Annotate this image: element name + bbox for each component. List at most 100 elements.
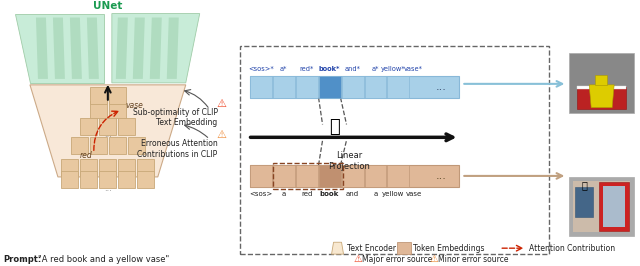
Text: a: a (373, 191, 378, 197)
Bar (138, 159, 154, 175)
Polygon shape (30, 85, 186, 177)
Text: red*: red* (300, 66, 314, 72)
Bar (273, 165, 294, 187)
Bar (118, 118, 135, 135)
Bar (109, 101, 126, 118)
Polygon shape (589, 85, 614, 108)
Bar (319, 76, 340, 98)
Text: ...: ... (104, 184, 112, 193)
Bar (138, 172, 154, 188)
Text: vase*: vase* (404, 66, 423, 72)
Bar (273, 163, 342, 189)
Bar (81, 159, 97, 175)
Bar (90, 87, 107, 104)
Text: <sos>: <sos> (249, 191, 272, 197)
Bar (99, 172, 116, 188)
Text: 🔥: 🔥 (329, 118, 340, 136)
Text: a: a (282, 191, 285, 197)
Text: a*: a* (372, 66, 380, 72)
Bar (71, 137, 88, 154)
Text: ...: ... (436, 171, 447, 181)
Text: Text Encoder: Text Encoder (346, 244, 396, 253)
Text: yellow: yellow (382, 191, 404, 197)
Bar (61, 172, 78, 188)
Text: ⚠: ⚠ (353, 254, 362, 264)
Text: vase: vase (126, 101, 144, 110)
Bar (99, 159, 116, 175)
Text: Sub-optimality of CLIP
Text Embedding: Sub-optimality of CLIP Text Embedding (132, 108, 218, 127)
Bar (250, 165, 271, 187)
Text: yellow*: yellow* (381, 66, 406, 72)
Bar (319, 165, 340, 187)
Bar (595, 75, 607, 85)
Bar (365, 76, 387, 98)
Text: ...: ... (104, 130, 112, 139)
Bar (118, 172, 135, 188)
Text: book*: book* (319, 66, 340, 72)
Text: Minor error source: Minor error source (438, 255, 509, 264)
Bar (296, 165, 317, 187)
Bar (342, 165, 364, 187)
Bar (387, 165, 410, 187)
Bar (365, 165, 387, 187)
Bar (239, 46, 549, 254)
Bar (250, 76, 271, 98)
Text: a*: a* (280, 66, 287, 72)
Text: 🌼: 🌼 (581, 180, 587, 190)
Bar (99, 118, 116, 135)
Polygon shape (150, 18, 162, 79)
Bar (250, 165, 460, 187)
Bar (109, 87, 126, 104)
Text: red: red (301, 191, 312, 197)
Bar (342, 76, 364, 98)
Text: Major error source: Major error source (362, 255, 432, 264)
Polygon shape (112, 14, 200, 83)
Bar (109, 137, 126, 154)
Text: ⚠: ⚠ (217, 130, 227, 140)
Text: UNet: UNet (93, 1, 122, 11)
Bar (397, 242, 412, 254)
Bar (599, 182, 629, 231)
Bar (573, 181, 630, 232)
Bar (577, 87, 626, 109)
Bar (577, 86, 626, 89)
Bar (273, 76, 294, 98)
Text: Prompt:: Prompt: (3, 255, 41, 264)
Bar (90, 101, 107, 118)
Text: Linear
Projection: Linear Projection (328, 151, 371, 171)
Polygon shape (15, 14, 104, 83)
Bar (575, 187, 593, 217)
Bar (128, 137, 145, 154)
Polygon shape (53, 18, 65, 79)
Bar (81, 118, 97, 135)
Text: vase: vase (405, 191, 422, 197)
Polygon shape (332, 242, 344, 254)
Text: and*: and* (344, 66, 360, 72)
Bar (250, 76, 460, 98)
Polygon shape (70, 18, 82, 79)
Bar (569, 53, 634, 113)
Text: and: and (346, 191, 359, 197)
Bar (81, 172, 97, 188)
Polygon shape (116, 18, 128, 79)
Polygon shape (133, 18, 145, 79)
Text: ⚠: ⚠ (430, 254, 439, 264)
Text: ⚠: ⚠ (217, 99, 227, 109)
Polygon shape (167, 18, 179, 79)
Text: red: red (79, 151, 92, 160)
Text: Token Embeddings: Token Embeddings (413, 244, 485, 253)
Bar (118, 159, 135, 175)
Bar (569, 177, 634, 236)
Bar (90, 137, 107, 154)
Text: <sos>*: <sos>* (248, 66, 273, 72)
Text: Erroneous Attention
Contributions in CLIP: Erroneous Attention Contributions in CLI… (138, 139, 218, 159)
Text: "A red book and a yellow vase": "A red book and a yellow vase" (38, 255, 169, 264)
Polygon shape (87, 18, 99, 79)
Text: book: book (320, 191, 339, 197)
Bar (387, 76, 410, 98)
Polygon shape (36, 18, 48, 79)
Text: ...: ... (436, 82, 447, 92)
Bar (603, 186, 625, 227)
Bar (61, 159, 78, 175)
Text: Attention Contribution: Attention Contribution (529, 244, 616, 253)
